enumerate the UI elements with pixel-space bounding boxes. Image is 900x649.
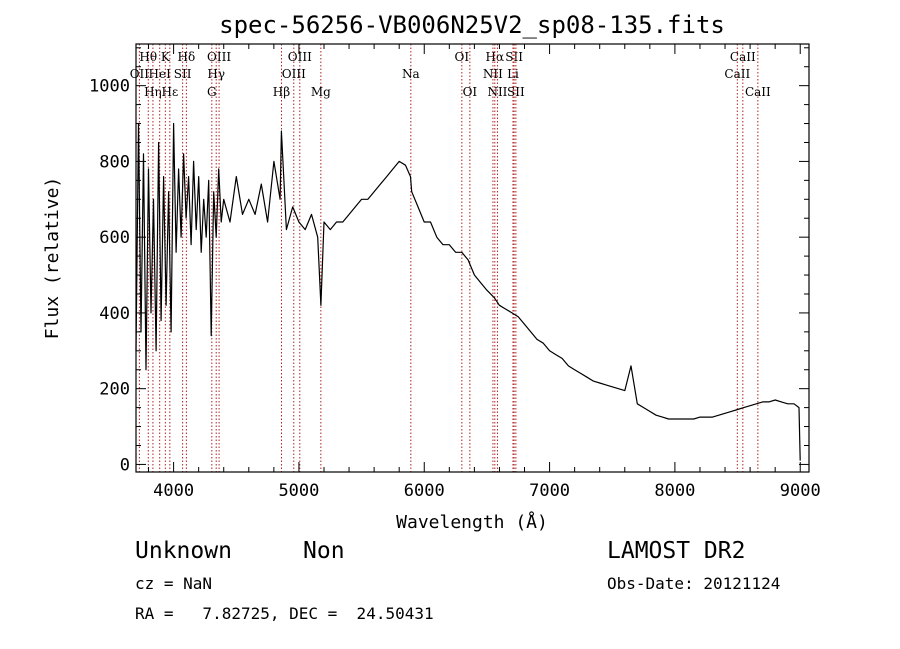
observation-date: Obs-Date: 20121124 xyxy=(607,574,781,593)
marker-label: Hβ xyxy=(273,85,290,99)
marker-label: SII xyxy=(507,85,525,99)
marker-label: Na xyxy=(402,67,420,81)
y-tick-label: 0 xyxy=(120,455,130,475)
y-tick-label: 400 xyxy=(99,304,130,324)
marker-label: SII xyxy=(174,67,192,81)
y-tick-label: 800 xyxy=(99,152,130,172)
x-axis-ticks: 4000 5000 6000 7000 8000 9000 xyxy=(148,44,821,501)
marker-label: HeI xyxy=(149,67,172,81)
x-tick-label: 7000 xyxy=(529,481,570,501)
object-subclass: Non xyxy=(303,538,345,564)
y-tick-label: 600 xyxy=(99,228,130,248)
marker-label: Hγ xyxy=(207,67,225,81)
marker-label: Hα xyxy=(486,50,505,64)
marker-label: CaII xyxy=(730,50,756,64)
marker-label: OIII xyxy=(207,50,231,64)
y-tick-label: 1000 xyxy=(89,77,130,97)
marker-label: Li xyxy=(507,67,519,81)
marker-label: K xyxy=(161,50,171,64)
marker-label: NII xyxy=(487,85,507,99)
marker-label: Hε xyxy=(161,85,178,99)
y-tick-label: 200 xyxy=(99,380,130,400)
marker-label: OI xyxy=(455,50,470,64)
survey-name: LAMOST DR2 xyxy=(607,538,746,564)
y-axis-label: Flux (relative) xyxy=(42,177,63,340)
marker-label: OI xyxy=(463,85,478,99)
x-axis-label: Wavelength (Å) xyxy=(396,511,548,533)
marker-label: Hδ xyxy=(178,50,196,64)
marker-label: OII xyxy=(130,67,150,81)
spectrum-line xyxy=(135,122,801,461)
chart-title: spec-56256-VB006N25V2_sp08-135.fits xyxy=(219,11,725,39)
coordinates: RA = 7.82725, DEC = 24.50431 xyxy=(135,604,434,623)
marker-label: G xyxy=(207,85,217,99)
y-axis-ticks: 0 200 400 600 800 1000 xyxy=(89,47,809,475)
marker-label: Hη xyxy=(144,85,162,99)
x-tick-label: 6000 xyxy=(404,481,445,501)
x-tick-label: 8000 xyxy=(654,481,695,501)
plot-frame xyxy=(135,43,810,473)
x-tick-label: 9000 xyxy=(780,481,821,501)
marker-label: CaII xyxy=(724,67,750,81)
marker-label: SII xyxy=(505,50,523,64)
marker-label: OIII xyxy=(288,50,312,64)
marker-label: OIII xyxy=(282,67,306,81)
redshift-cz: cz = NaN xyxy=(135,574,213,593)
marker-label: Mg xyxy=(311,85,331,99)
marker-label: CaII xyxy=(745,85,771,99)
marker-label: NII xyxy=(483,67,503,81)
x-tick-label: 5000 xyxy=(278,481,319,501)
x-tick-label: 4000 xyxy=(153,481,194,501)
object-class: Unknown xyxy=(135,538,232,564)
marker-label: Hθ xyxy=(139,50,157,64)
